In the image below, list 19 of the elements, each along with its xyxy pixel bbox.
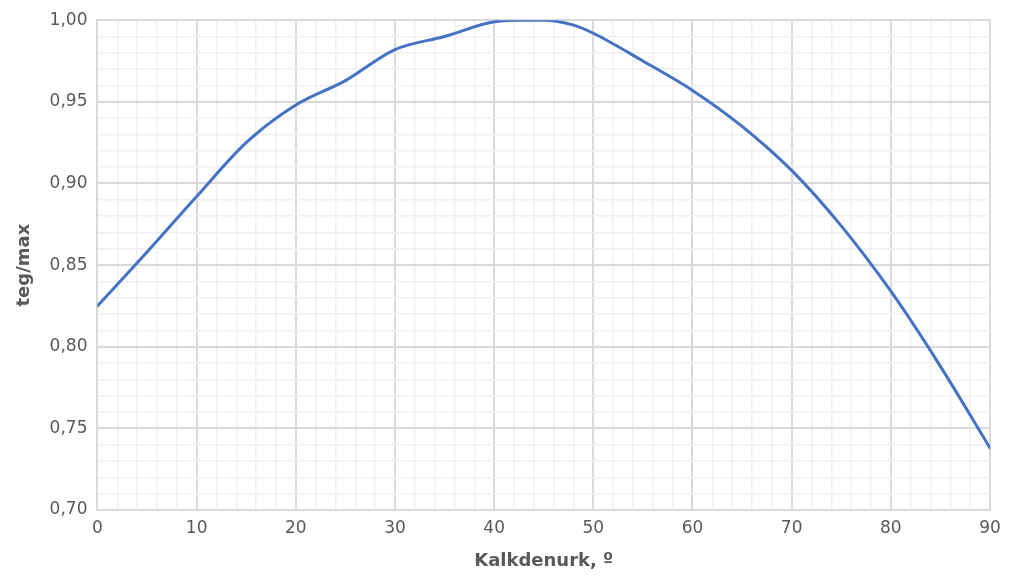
y-tick-label: 0,95 [49,90,88,111]
x-tick-label: 80 [880,516,902,537]
y-tick-label: 0,80 [49,335,88,356]
y-tick-label: 1,00 [49,8,88,29]
x-tick-label: 0 [92,516,103,537]
y-tick-label: 0,75 [49,416,88,437]
y-tick-label: 0,70 [49,498,88,519]
x-tick-label: 20 [284,516,307,537]
x-tick-label: 60 [681,516,704,537]
x-tick-label: 70 [780,516,803,537]
x-axis-title: Kalkdenurk, º [474,548,614,570]
x-tick-label: 40 [483,516,505,537]
x-tick-label: 50 [582,516,605,537]
y-axis-title: teg/max [12,223,34,307]
y-tick-label: 0,85 [49,253,88,274]
x-tick-label: 90 [979,516,1001,537]
y-tick-label: 0,90 [49,171,88,192]
x-tick-label: 10 [185,516,208,537]
x-tick-label: 30 [384,516,406,537]
